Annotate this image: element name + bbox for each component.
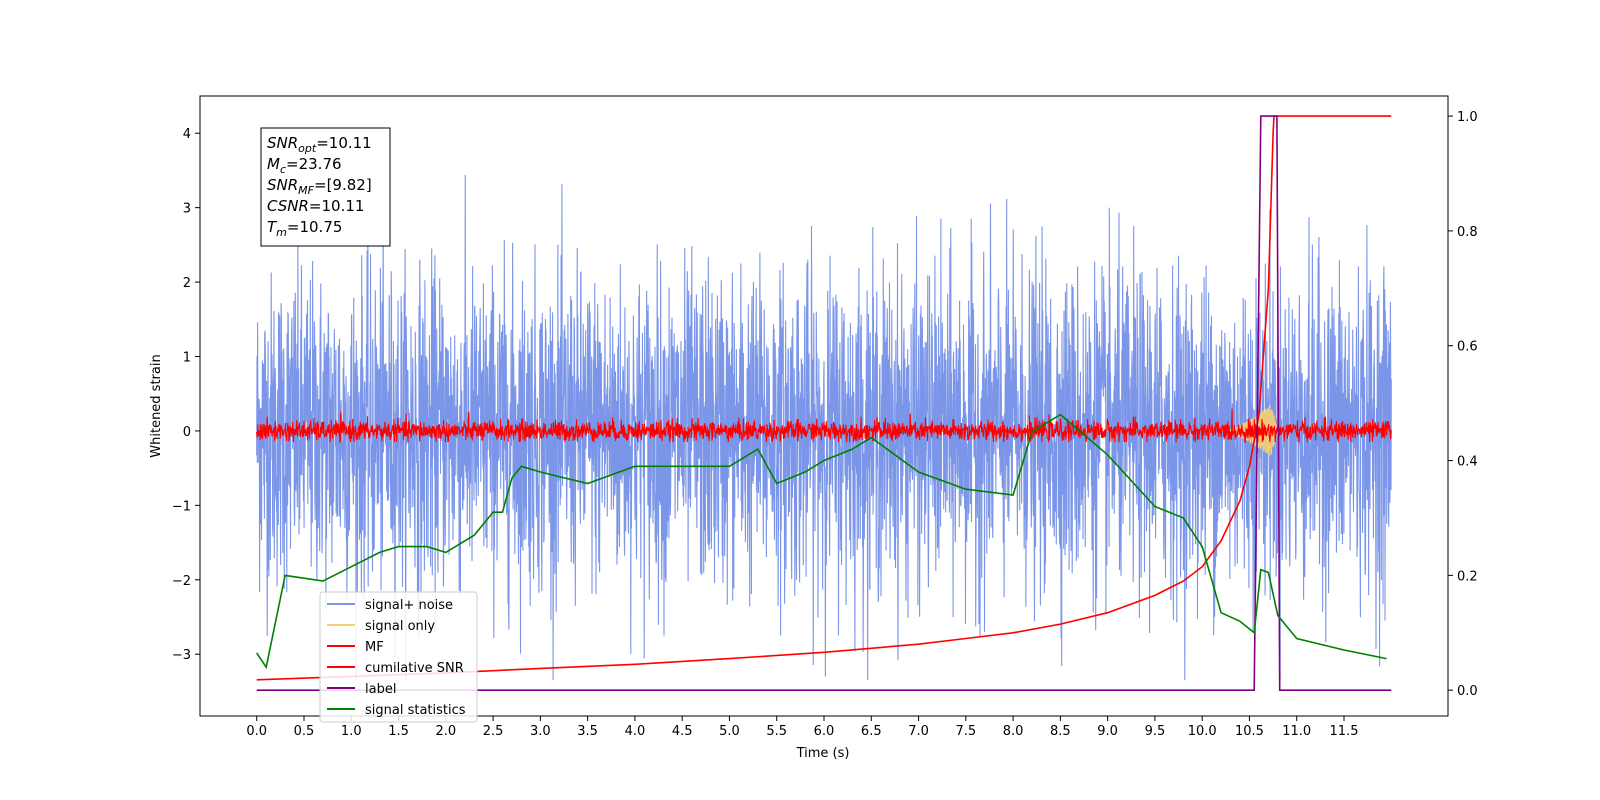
info-subscript: MF bbox=[298, 184, 314, 197]
info-symbol: CSNR bbox=[267, 197, 309, 215]
y2-axis: 1.0 0.8 0.6 0.4 0.2 0.0 bbox=[1448, 110, 1478, 699]
y2-tick-label: 0.8 bbox=[1457, 225, 1478, 240]
x-tick-label: 3.5 bbox=[577, 724, 598, 739]
info-symbol: SNR bbox=[267, 176, 298, 194]
y-tick-label: 4 bbox=[183, 127, 191, 142]
series-layer bbox=[256, 115, 1392, 691]
y2-tick-label: 1.0 bbox=[1457, 110, 1478, 125]
x-tick-label: 7.5 bbox=[955, 724, 976, 739]
x-tick-label: 8.0 bbox=[1003, 724, 1024, 739]
series-mf bbox=[256, 408, 1392, 444]
info-symbol: M bbox=[267, 155, 280, 173]
info-value: =10.75 bbox=[287, 218, 343, 236]
x-tick-label: 6.0 bbox=[814, 724, 835, 739]
x-tick-label: 1.0 bbox=[341, 724, 362, 739]
info-value: =23.76 bbox=[286, 155, 342, 173]
y2-tick-label: 0.6 bbox=[1457, 340, 1478, 355]
x-tick-label: 2.5 bbox=[483, 724, 504, 739]
y-tick-label: −2 bbox=[172, 574, 191, 589]
legend-frame bbox=[319, 591, 478, 723]
info-subscript: opt bbox=[298, 142, 317, 155]
x-tick-label: 9.5 bbox=[1145, 724, 1166, 739]
x-tick-label: 4.0 bbox=[625, 724, 646, 739]
y-tick-label: 2 bbox=[183, 276, 191, 291]
y2-tick-label: 0.0 bbox=[1457, 684, 1478, 699]
x-tick-label: 2.0 bbox=[435, 724, 456, 739]
legend: signal+ noise signal only MF cumilative SNR… bbox=[319, 591, 478, 723]
legend-label: MF bbox=[365, 640, 384, 655]
legend-label: signal statistics bbox=[365, 703, 466, 718]
series-cumilative-SNR bbox=[256, 115, 1392, 681]
info-line: SNRMF=[9.82] bbox=[267, 176, 372, 197]
x-tick-label: 0.5 bbox=[294, 724, 315, 739]
info-box: SNRopt=10.11Mc=23.76SNRMF=[9.82]CSNR=10.… bbox=[260, 127, 391, 247]
info-value: =[9.82] bbox=[314, 176, 372, 194]
info-symbol: SNR bbox=[267, 134, 298, 152]
info-subscript: c bbox=[280, 163, 286, 176]
x-tick-label: 7.0 bbox=[908, 724, 929, 739]
info-symbol: T bbox=[267, 218, 278, 236]
info-value: =10.11 bbox=[309, 197, 365, 215]
series-label bbox=[256, 115, 1392, 691]
y-tick-label: −1 bbox=[172, 499, 191, 514]
info-line: Mc=23.76 bbox=[267, 155, 342, 176]
x-tick-label: 11.0 bbox=[1282, 724, 1311, 739]
x-tick-label: 5.5 bbox=[766, 724, 787, 739]
x-tick-label: 10.5 bbox=[1235, 724, 1264, 739]
legend-label: label bbox=[365, 682, 396, 697]
y-tick-label: −3 bbox=[172, 648, 191, 663]
x-tick-label: 0.0 bbox=[246, 724, 267, 739]
info-line: Tm=10.75 bbox=[267, 218, 342, 239]
info-subscript: m bbox=[276, 226, 287, 239]
info-value: =10.11 bbox=[316, 134, 372, 152]
series-signal-statistics bbox=[256, 413, 1387, 670]
x-axis-label: Time (s) bbox=[796, 746, 850, 761]
y-tick-label: 0 bbox=[183, 425, 191, 440]
y2-tick-label: 0.4 bbox=[1457, 455, 1478, 470]
x-tick-label: 4.5 bbox=[672, 724, 693, 739]
x-tick-label: 5.0 bbox=[719, 724, 740, 739]
x-tick-label: 3.0 bbox=[530, 724, 551, 739]
legend-label: signal+ noise bbox=[365, 598, 453, 613]
y2-tick-label: 0.2 bbox=[1457, 569, 1478, 584]
y-tick-label: 1 bbox=[183, 351, 191, 366]
info-line: CSNR=10.11 bbox=[267, 197, 364, 215]
x-tick-label: 8.5 bbox=[1050, 724, 1071, 739]
y-axis: 4 3 2 1 0 −1 −2 −3 bbox=[172, 127, 200, 663]
x-axis: 0.0 0.5 1.0 1.5 2.0 2.5 3.0 3.5 4.0 4.5 5.0 5.5 6.0 6… bbox=[246, 716, 1358, 739]
y-axis-label: Whitened strain bbox=[149, 354, 164, 457]
x-tick-label: 11.5 bbox=[1330, 724, 1359, 739]
legend-label: cumilative SNR bbox=[365, 661, 464, 676]
y-tick-label: 3 bbox=[183, 202, 191, 217]
x-tick-label: 10.0 bbox=[1188, 724, 1217, 739]
x-tick-label: 1.5 bbox=[388, 724, 409, 739]
info-box-frame bbox=[260, 127, 391, 247]
x-tick-label: 6.5 bbox=[861, 724, 882, 739]
info-line: SNRopt=10.11 bbox=[267, 134, 372, 155]
x-tick-label: 9.0 bbox=[1097, 724, 1118, 739]
legend-label: signal only bbox=[365, 619, 435, 634]
